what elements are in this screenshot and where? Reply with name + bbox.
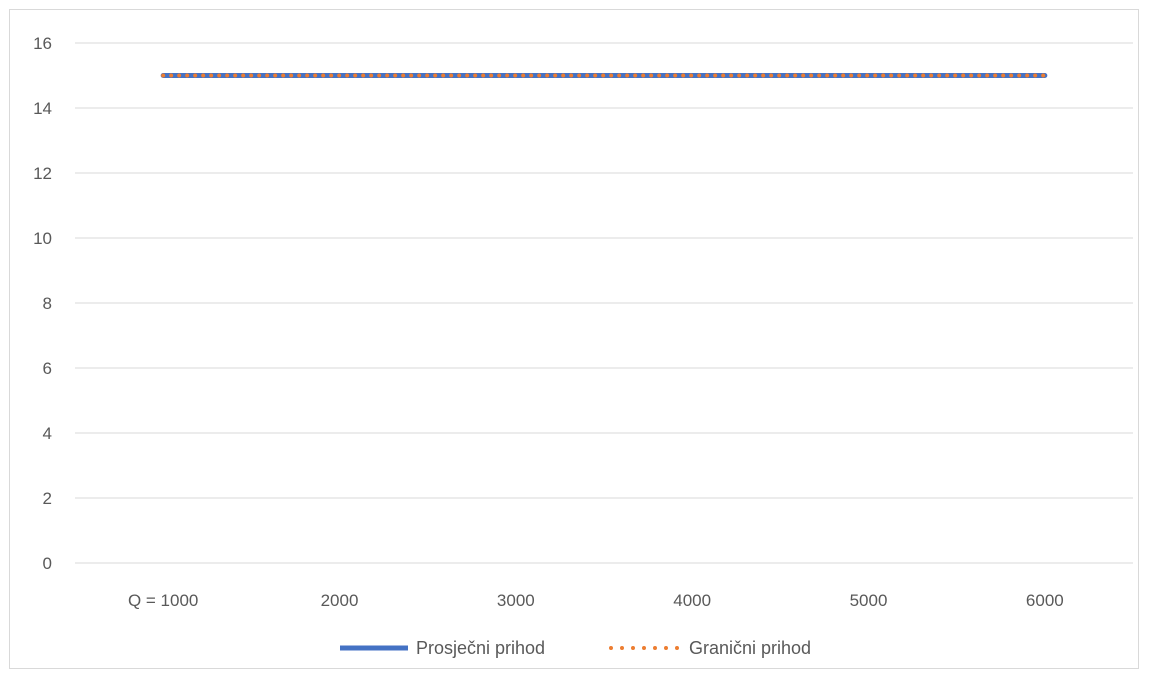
x-tick-label: 2000 (321, 591, 359, 610)
y-tick-label: 0 (43, 554, 52, 573)
x-tick-label: 6000 (1026, 591, 1064, 610)
y-tick-label: 2 (43, 489, 52, 508)
y-tick-label: 16 (33, 34, 52, 53)
chart-frame (9, 9, 1139, 669)
legend: Prosječni prihod Granični prihod (340, 638, 811, 658)
y-tick-label: 8 (43, 294, 52, 313)
legend-label-2: Granični prihod (689, 638, 811, 658)
gridlines (75, 42, 1133, 564)
x-tick-label: Q = 1000 (128, 591, 198, 610)
x-tick-label: 4000 (673, 591, 711, 610)
y-tick-label: 6 (43, 359, 52, 378)
y-tick-label: 10 (33, 229, 52, 248)
y-tick-label: 14 (33, 99, 52, 118)
x-tick-label: 3000 (497, 591, 535, 610)
legend-label-1: Prosječni prihod (416, 638, 545, 658)
y-tick-label: 4 (43, 424, 52, 443)
x-axis-ticks: Q = 1000 2000 3000 4000 5000 6000 (128, 591, 1064, 610)
y-axis-ticks: 0 2 4 6 8 10 12 14 16 (33, 34, 52, 573)
y-tick-label: 12 (33, 164, 52, 183)
x-tick-label: 5000 (850, 591, 888, 610)
